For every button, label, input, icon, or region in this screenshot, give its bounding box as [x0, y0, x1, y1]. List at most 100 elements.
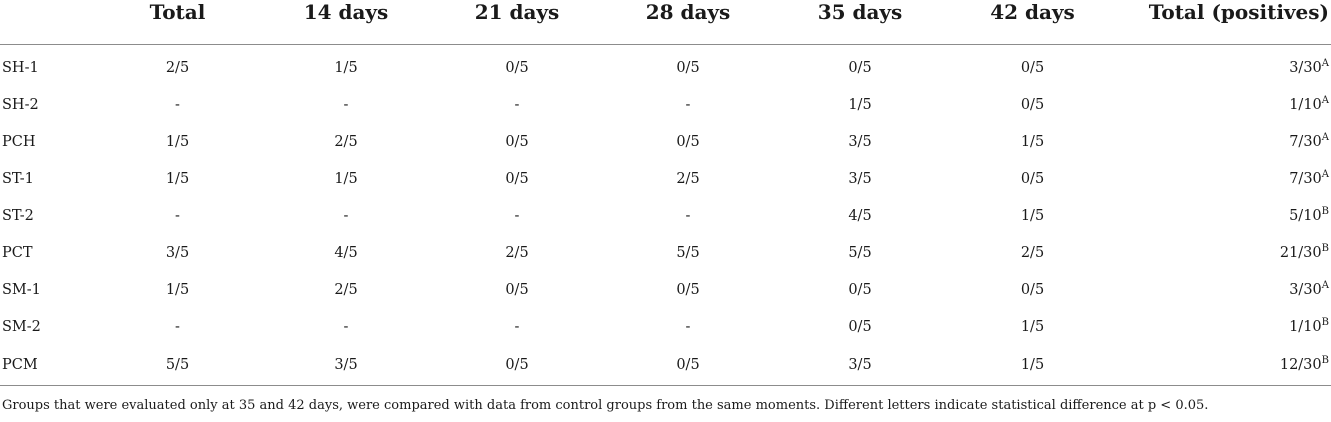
- row-group-label: ST-1: [2, 170, 34, 187]
- table-cell: -: [343, 207, 349, 224]
- table-row: SH-2 - - - - 1/5 0/5 1/10A: [0, 86, 1331, 123]
- total-positives-value: 7/30: [1289, 133, 1322, 150]
- table-cell: -: [514, 318, 520, 335]
- table-cell: -: [514, 207, 520, 224]
- table-row: PCT 3/5 4/5 2/5 5/5 5/5 2/5 21/30B: [0, 234, 1331, 271]
- table-cell: -: [175, 207, 180, 224]
- table-cell: 3/5: [165, 244, 190, 261]
- row-group-label: SH-1: [2, 59, 39, 76]
- table-cell: -: [175, 318, 180, 335]
- header-row: Total 14 days 21 days 28 days 35 days 42…: [0, 0, 1331, 45]
- table-cell: 0/5: [848, 59, 872, 76]
- total-positives-value: 7/30: [1289, 170, 1322, 187]
- significance-letter: A: [1321, 57, 1329, 69]
- results-table: Total 14 days 21 days 28 days 35 days 42…: [0, 0, 1331, 386]
- table-row: SM-2 - - - - 0/5 1/5 1/10B: [0, 308, 1331, 345]
- table-cell: 0/5: [602, 345, 774, 386]
- header-42-days: 42 days: [946, 0, 1119, 45]
- table-cell: -: [343, 96, 349, 113]
- total-positives-cell: 21/30B: [1119, 234, 1331, 271]
- table-cell: 1/5: [165, 133, 190, 150]
- significance-letter: B: [1321, 205, 1329, 217]
- table-cell: 1/5: [334, 170, 358, 187]
- table-row: SH-1 2/5 1/5 0/5 0/5 0/5 0/5 3/30A: [0, 45, 1331, 87]
- total-positives-cell: 12/30B: [1119, 345, 1331, 386]
- table-cell: 0/5: [676, 133, 700, 150]
- header-total-positives: Total (positives): [1119, 0, 1331, 45]
- table-row: PCH 1/5 2/5 0/5 0/5 3/5 1/5 7/30A: [0, 123, 1331, 160]
- table-cell: 4/5: [848, 207, 872, 224]
- table-cell: -: [685, 318, 691, 335]
- table-cell: 2/5: [334, 133, 358, 150]
- table-row: ST-1 1/5 1/5 0/5 2/5 3/5 0/5 7/30A: [0, 160, 1331, 197]
- total-positives-value: 5/10: [1289, 207, 1322, 224]
- table-cell: 1/5: [1020, 207, 1045, 224]
- table-cell: 0/5: [505, 170, 529, 187]
- table-cell: 0/5: [1020, 59, 1045, 76]
- table-row: SM-1 1/5 2/5 0/5 0/5 0/5 0/5 3/30A: [0, 271, 1331, 308]
- table-cell: 1/5: [946, 345, 1119, 386]
- table-header: Total 14 days 21 days 28 days 35 days 42…: [0, 0, 1331, 45]
- table-cell: 0/5: [505, 281, 529, 298]
- total-positives-cell: 3/30A: [1119, 271, 1331, 308]
- significance-letter: A: [1321, 94, 1329, 106]
- row-group-label: PCT: [2, 244, 33, 261]
- table-cell: 0/5: [505, 59, 529, 76]
- total-positives-value: 12/30: [1279, 357, 1322, 373]
- total-positives-cell: 1/10A: [1119, 86, 1331, 123]
- table-cell: 3/5: [848, 170, 872, 187]
- table-cell: 0/5: [676, 281, 700, 298]
- table-cell: 0/5: [848, 281, 872, 298]
- table-cell: 1/5: [1020, 133, 1045, 150]
- table-cell: 1/5: [334, 59, 358, 76]
- table-cell: 3/5: [848, 133, 872, 150]
- row-group-label: PCM: [0, 345, 95, 386]
- header-28-days: 28 days: [602, 0, 774, 45]
- row-group-label: SM-2: [2, 318, 41, 335]
- table-cell: 2/5: [505, 244, 529, 261]
- total-positives-value: 1/10: [1289, 318, 1322, 335]
- table-cell: 1/5: [165, 281, 190, 298]
- table-cell: 1/5: [1020, 318, 1045, 335]
- table-cell: 0/5: [1020, 170, 1045, 187]
- significance-letter: A: [1321, 131, 1329, 143]
- total-positives-cell: 3/30A: [1119, 45, 1331, 87]
- table-cell: 5/5: [848, 244, 872, 261]
- table-cell: 1/5: [165, 170, 190, 187]
- table-cell: 1/5: [848, 96, 872, 113]
- table-cell: 2/5: [1020, 244, 1045, 261]
- table-cell: -: [514, 96, 520, 113]
- table-cell: 0/5: [432, 345, 602, 386]
- table-cell: 2/5: [165, 59, 190, 76]
- header-group: [0, 0, 95, 45]
- significance-letter: B: [1321, 242, 1329, 254]
- table-cell: 0/5: [505, 133, 529, 150]
- total-positives-value: 21/30: [1279, 244, 1322, 261]
- table-cell: 3/5: [260, 345, 432, 386]
- row-group-label: PCH: [2, 133, 36, 150]
- significance-letter: B: [1321, 355, 1329, 366]
- total-positives-value: 3/30: [1289, 59, 1322, 76]
- header-21-days: 21 days: [432, 0, 602, 45]
- header-14-days: 14 days: [260, 0, 432, 45]
- significance-letter: B: [1321, 316, 1329, 328]
- table-cell: 0/5: [1020, 96, 1045, 113]
- total-positives-cell: 5/10B: [1119, 197, 1331, 234]
- total-positives-cell: 7/30A: [1119, 160, 1331, 197]
- table-row: PCM 5/5 3/5 0/5 0/5 3/5 1/5 12/30B: [0, 345, 1331, 386]
- row-group-label: SH-2: [2, 96, 39, 113]
- total-positives-cell: 7/30A: [1119, 123, 1331, 160]
- table-cell: 5/5: [676, 244, 700, 261]
- header-35-days: 35 days: [774, 0, 946, 45]
- row-group-label: SM-1: [2, 281, 41, 298]
- table-cell: 5/5: [95, 345, 260, 386]
- total-positives-value: 1/10: [1289, 96, 1322, 113]
- table-cell: 0/5: [676, 59, 700, 76]
- table-cell: 0/5: [848, 318, 872, 335]
- total-positives-cell: 1/10B: [1119, 308, 1331, 345]
- total-positives-value: 3/30: [1289, 281, 1322, 298]
- table-footnote: Groups that were evaluated only at 35 an…: [2, 398, 1209, 413]
- significance-letter: A: [1321, 279, 1329, 291]
- table-cell: 3/5: [774, 345, 946, 386]
